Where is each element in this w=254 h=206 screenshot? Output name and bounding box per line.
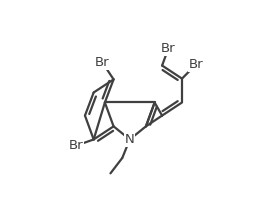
Text: Br: Br (188, 58, 202, 71)
Text: Br: Br (69, 139, 83, 152)
Text: Br: Br (160, 42, 175, 55)
Text: Br: Br (95, 56, 109, 69)
Text: N: N (124, 133, 134, 146)
